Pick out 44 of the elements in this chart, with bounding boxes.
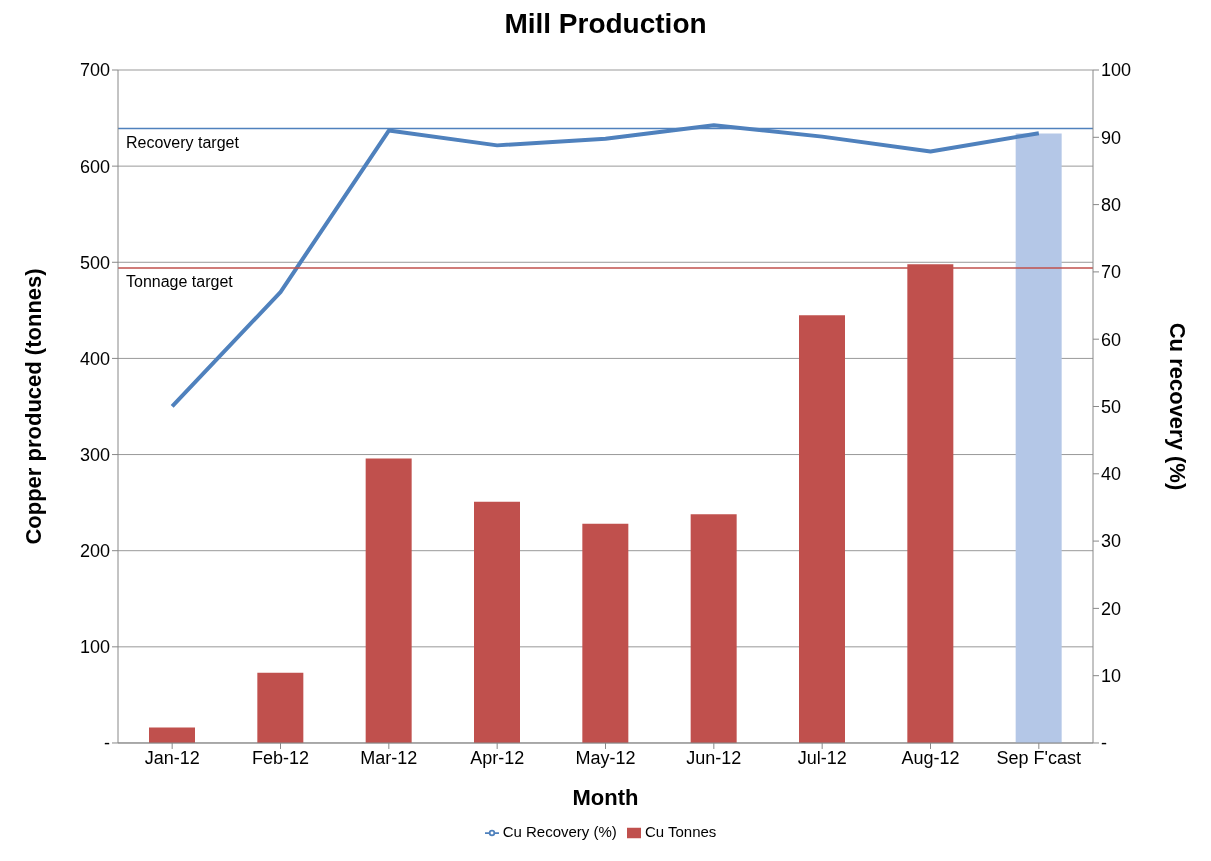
bar (365, 458, 412, 743)
x-axis-title: Month (572, 784, 639, 810)
y2-tick-label: 100 (1101, 60, 1132, 81)
bar (690, 514, 737, 743)
bar (474, 501, 520, 743)
y-tick-label: 700 (79, 60, 110, 81)
bar (582, 523, 629, 743)
y-tick-label: 300 (79, 444, 110, 465)
x-tick-label: Feb-12 (251, 747, 310, 768)
y2-tick-label: - (1101, 733, 1107, 754)
y2-tick-label: 40 (1101, 464, 1122, 485)
x-tick-label: Mar-12 (360, 747, 418, 768)
x-tick-label: May-12 (575, 747, 636, 768)
y-tick-label: 200 (79, 541, 110, 562)
y2-tick-label: 50 (1101, 396, 1122, 417)
y-tick-label: 400 (79, 348, 110, 369)
y2-tick-label: 10 (1101, 666, 1122, 687)
x-tick-label: Jul-12 (797, 747, 847, 768)
x-tick-label: Apr-12 (470, 747, 525, 768)
y2-tick-label: 20 (1101, 598, 1122, 619)
bar (799, 315, 845, 743)
x-tick-label: Jun-12 (686, 747, 742, 768)
y-tick-label: 500 (79, 252, 110, 273)
y-axis-title: Copper produced (tonnes) (20, 268, 46, 545)
x-tick-label: Aug-12 (901, 747, 960, 768)
bar (149, 727, 195, 743)
legend-label: Cu Recovery (%) (502, 822, 617, 840)
y2-tick-label: 60 (1101, 329, 1122, 350)
y-tick-label: 100 (79, 637, 110, 658)
bar (1015, 133, 1062, 743)
legend-label: Cu Tonnes (644, 822, 717, 840)
ref-line-label: Tonnage target (126, 273, 234, 291)
bar (257, 672, 304, 743)
y2-tick-label: 90 (1101, 127, 1122, 148)
chart-title: Mill Production (503, 8, 708, 40)
x-tick-label: Sep F'cast (996, 747, 1082, 768)
y2-tick-label: 70 (1101, 262, 1122, 283)
y-tick-label: 600 (79, 156, 110, 177)
x-tick-label: Jan-12 (144, 747, 200, 768)
ref-line-label: Recovery target (126, 133, 240, 151)
y2-tick-label: 30 (1101, 531, 1122, 552)
y-tick-label: - (104, 733, 110, 754)
y2-axis-title: Cu recovery (%) (1165, 322, 1191, 491)
y2-tick-label: 80 (1101, 194, 1122, 215)
